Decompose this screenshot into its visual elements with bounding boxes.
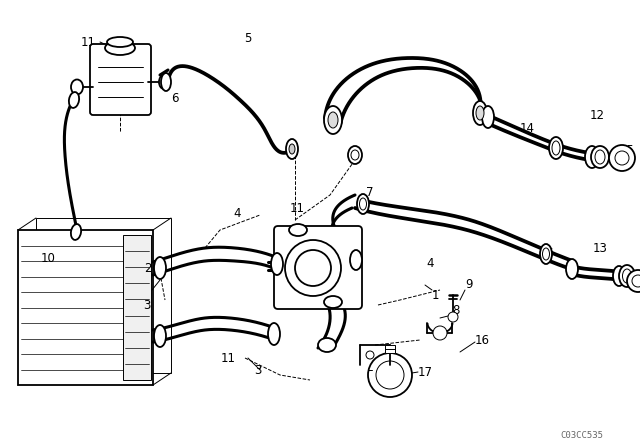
Ellipse shape	[324, 106, 342, 134]
Text: 15: 15	[540, 246, 554, 259]
Text: C03CC535: C03CC535	[560, 431, 603, 439]
Text: 6: 6	[172, 91, 179, 104]
Ellipse shape	[107, 37, 133, 47]
Circle shape	[366, 351, 374, 359]
Circle shape	[368, 353, 412, 397]
Ellipse shape	[549, 137, 563, 159]
Bar	[385, 345, 395, 353]
Text: 7: 7	[366, 185, 374, 198]
Ellipse shape	[289, 144, 295, 154]
Circle shape	[627, 270, 640, 292]
Ellipse shape	[71, 79, 83, 95]
FancyBboxPatch shape	[274, 226, 362, 309]
Text: 2: 2	[144, 262, 152, 275]
Ellipse shape	[360, 198, 367, 210]
Ellipse shape	[328, 112, 338, 128]
Circle shape	[609, 145, 635, 171]
FancyBboxPatch shape	[90, 44, 151, 115]
Text: 1: 1	[432, 289, 440, 302]
Circle shape	[433, 326, 447, 340]
Text: 15: 15	[619, 266, 634, 279]
Text: 17: 17	[418, 366, 433, 379]
Circle shape	[285, 240, 341, 296]
Ellipse shape	[623, 269, 632, 283]
Ellipse shape	[350, 250, 362, 270]
Bar	[36, 218, 171, 373]
Ellipse shape	[619, 265, 635, 287]
Text: 16: 16	[475, 333, 490, 346]
Ellipse shape	[71, 224, 81, 240]
Bar	[123, 235, 151, 380]
Text: 13: 13	[593, 241, 607, 254]
Ellipse shape	[543, 248, 550, 260]
Text: 3: 3	[143, 298, 150, 311]
Ellipse shape	[268, 323, 280, 345]
Ellipse shape	[159, 75, 169, 89]
Text: 11: 11	[81, 35, 95, 48]
Ellipse shape	[540, 244, 552, 264]
Ellipse shape	[476, 106, 484, 120]
Bar	[18, 230, 153, 385]
Ellipse shape	[286, 139, 298, 159]
Ellipse shape	[585, 146, 599, 168]
Ellipse shape	[105, 41, 135, 55]
Ellipse shape	[591, 146, 609, 168]
Ellipse shape	[351, 150, 359, 160]
Ellipse shape	[552, 141, 560, 155]
Ellipse shape	[613, 266, 625, 286]
Text: 3: 3	[254, 363, 262, 376]
Text: 11: 11	[289, 202, 305, 215]
Ellipse shape	[289, 224, 307, 236]
Ellipse shape	[271, 253, 283, 275]
Ellipse shape	[69, 92, 79, 108]
Ellipse shape	[318, 338, 336, 352]
Text: 10: 10	[40, 251, 56, 264]
Text: 4: 4	[233, 207, 241, 220]
Ellipse shape	[161, 73, 171, 91]
Text: 8: 8	[452, 303, 460, 316]
Text: 11: 11	[221, 352, 236, 365]
Text: 14: 14	[520, 121, 534, 134]
Ellipse shape	[154, 257, 166, 279]
Circle shape	[448, 312, 458, 322]
Ellipse shape	[566, 259, 578, 279]
Ellipse shape	[154, 325, 166, 347]
Ellipse shape	[348, 146, 362, 164]
Text: 4: 4	[426, 257, 434, 270]
Text: 9: 9	[465, 277, 472, 290]
Ellipse shape	[357, 194, 369, 214]
Ellipse shape	[473, 101, 487, 125]
Text: 5: 5	[244, 31, 252, 44]
Circle shape	[295, 250, 331, 286]
Circle shape	[632, 275, 640, 287]
Text: 15: 15	[620, 143, 635, 156]
Circle shape	[376, 361, 404, 389]
Ellipse shape	[324, 296, 342, 308]
Text: 12: 12	[589, 108, 605, 121]
Ellipse shape	[595, 150, 605, 164]
Circle shape	[615, 151, 629, 165]
Ellipse shape	[482, 106, 494, 128]
